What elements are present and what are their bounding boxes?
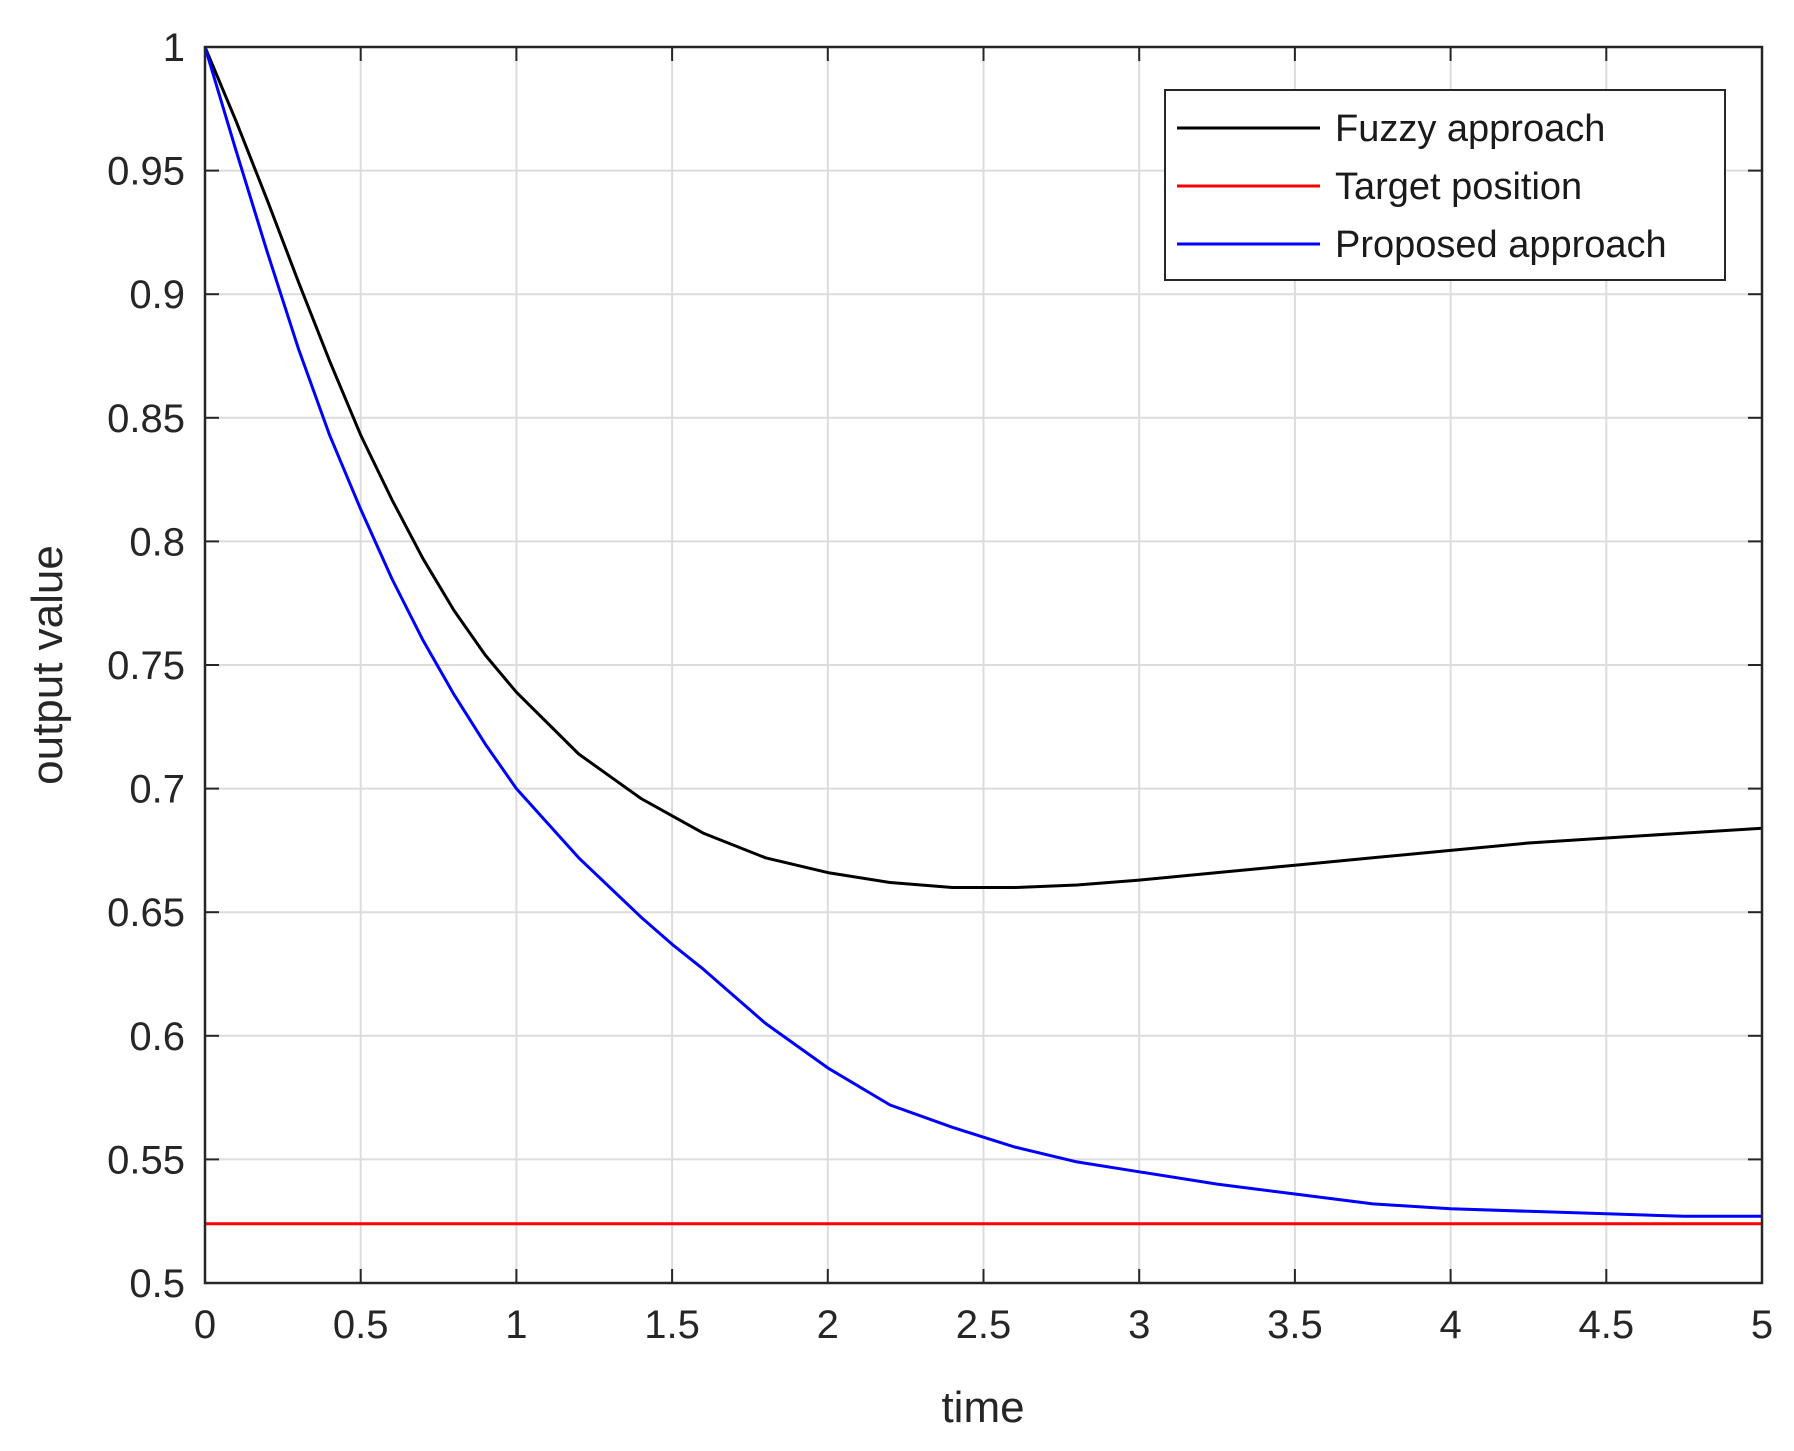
y-tick-label: 0.9 [129, 273, 185, 317]
x-tick-label: 0.5 [333, 1303, 389, 1347]
series-layer [203, 46, 1763, 1226]
y-tick-label: 0.95 [107, 150, 185, 194]
x-tick-label: 5 [1751, 1303, 1773, 1347]
legend-label-0: Fuzzy approach [1335, 108, 1605, 150]
y-axis-label: output value [23, 545, 72, 785]
x-tick-label: 2.5 [956, 1303, 1012, 1347]
y-tick-label: 1 [163, 26, 185, 70]
series-line-2 [203, 46, 1762, 1218]
y-tick-label: 0.65 [107, 891, 185, 935]
y-tick-label: 0.5 [129, 1262, 185, 1306]
x-tick-label: 1.5 [644, 1303, 700, 1347]
x-tick-label: 1 [505, 1303, 527, 1347]
y-tick-label: 0.85 [107, 397, 185, 441]
x-tick-label: 3.5 [1267, 1303, 1323, 1347]
series-line-0 [203, 46, 1763, 889]
y-tick-label: 0.55 [107, 1138, 185, 1182]
x-tick-label: 2 [817, 1303, 839, 1347]
y-tick-label: 0.75 [107, 644, 185, 688]
y-tick-label: 0.6 [129, 1015, 185, 1059]
x-tick-label: 0 [194, 1303, 216, 1347]
x-tick-label: 4.5 [1578, 1303, 1634, 1347]
x-axis-label: time [941, 1383, 1024, 1432]
legend-label-2: Proposed approach [1335, 224, 1667, 266]
ticks: 0 0.5 1 1.5 2 2.5 3 3.5 4 4.5 50.50.550.60.650.70.… [107, 26, 1773, 1347]
y-tick-label: 0.7 [129, 768, 185, 812]
y-tick-label: 0.8 [129, 520, 185, 564]
x-tick-label: 3 [1128, 1303, 1150, 1347]
x-tick-label: 4 [1439, 1303, 1461, 1347]
legend: Fuzzy approach Target position Proposed ap… [1164, 89, 1726, 281]
legend-label-1: Target position [1335, 166, 1582, 208]
